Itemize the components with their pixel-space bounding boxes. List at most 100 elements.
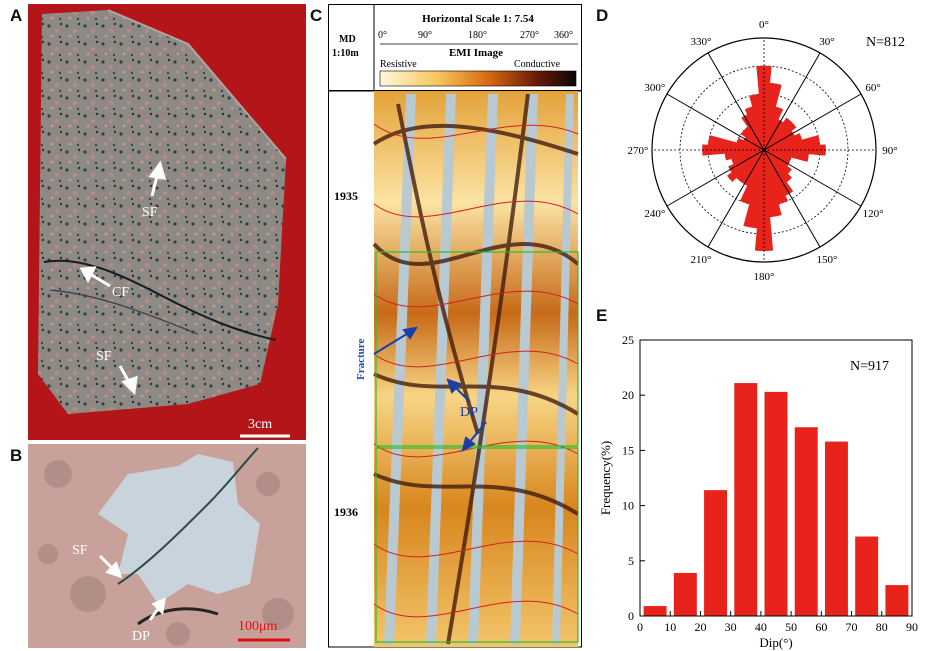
azimuth-tick-180: 180°	[468, 30, 487, 41]
rose-spoke	[666, 149, 765, 207]
histogram-y-tick-label: 0	[628, 609, 634, 623]
rose-labels: 0° 30° 60° 90° 120° 150° 180° 210° 240° 270° 300° 3…	[628, 19, 898, 283]
azimuth-tick-360: 360°	[554, 30, 573, 41]
rose-azimuth-label: 270°	[628, 145, 649, 157]
dp-arrow-upper-head	[446, 378, 462, 394]
resistive-label: Resistive	[380, 59, 417, 70]
rose-azimuth-label: 210°	[691, 254, 712, 266]
histogram-x-tick-label: 90	[906, 620, 918, 634]
thin-label-dp: DP	[132, 629, 150, 644]
panel-letter-c: C	[310, 6, 323, 25]
rose-ring	[651, 37, 877, 263]
rose-azimuth-label: 90°	[882, 145, 897, 157]
histogram-bar	[885, 585, 909, 616]
histogram-x-tick-label: 0	[637, 620, 643, 634]
panel-letter-d: D	[596, 6, 609, 25]
histogram-x-label: Dip(°)	[759, 635, 792, 650]
histogram-x-tick-label: 40	[755, 620, 767, 634]
rose-spoke	[763, 52, 821, 151]
highlight-box-lower	[375, 447, 579, 643]
rose-diagram: 0° 30° 60° 90° 120° 150° 180° 210° 240° 270° 300° 3…	[628, 19, 905, 283]
rose-spoke	[707, 52, 765, 151]
histogram-y-ticks: 0 5 10 15 20 25	[622, 333, 645, 623]
histogram-bar	[794, 427, 818, 616]
histogram-x-tick-label: 50	[785, 620, 797, 634]
histogram-bar	[824, 441, 848, 616]
panel-letter-b: B	[10, 446, 23, 465]
core-scale-label: 3cm	[248, 417, 272, 432]
thin-label-sf: SF	[72, 543, 88, 558]
rose-azimuth-label: 330°	[691, 36, 712, 48]
azimuth-tick-0: 0°	[378, 30, 387, 41]
md-label: MD	[339, 34, 356, 45]
histogram-n-label: N=917	[850, 359, 889, 374]
histogram-x-tick-label: 30	[725, 620, 737, 634]
emi-color-scale	[379, 70, 577, 87]
core-sample	[38, 10, 286, 414]
rose-azimuth-label: 30°	[819, 36, 834, 48]
rose-azimuth-label: 0°	[759, 19, 769, 31]
rose-sector	[763, 106, 784, 151]
core-label-sf-bottom: SF	[96, 349, 112, 364]
histogram-x-tick-label: 20	[694, 620, 706, 634]
rose-sector	[749, 93, 765, 151]
sf-arrow-head	[105, 561, 123, 579]
azimuth-tick-270: 270°	[520, 30, 539, 41]
rose-azimuth-label: 150°	[817, 254, 838, 266]
sf-crack	[117, 447, 259, 585]
azimuth-tick-90: 90°	[418, 30, 432, 41]
cf-arrow	[89, 272, 111, 288]
histogram-bar	[764, 391, 788, 616]
histogram-y-tick-label: 25	[622, 333, 634, 347]
rose-sector	[763, 121, 797, 151]
histogram-y-tick-label: 20	[622, 388, 634, 402]
fracture-arrow	[373, 331, 411, 355]
sf-top-arrow-head	[148, 160, 167, 180]
histogram-x-tick-label: 70	[846, 620, 858, 634]
rose-spoke	[763, 149, 821, 248]
histogram-bar	[673, 572, 697, 616]
dp-arrow-head	[151, 597, 166, 616]
histogram-axes	[639, 339, 913, 617]
panel-letter-e: E	[596, 306, 608, 325]
pad-gaps	[384, 94, 574, 644]
dp-arrow-lower	[467, 421, 487, 445]
panel-letter-a: A	[10, 6, 23, 25]
histogram-bar	[734, 383, 758, 616]
horizontal-scale: Horizontal Scale 1: 7.54	[422, 13, 534, 25]
histogram-bar	[704, 490, 728, 616]
rose-sector	[740, 149, 765, 205]
rose-azimuth-label: 120°	[863, 208, 884, 220]
rose-spoke	[707, 149, 765, 248]
rose-azimuth-label: 60°	[865, 82, 880, 94]
conductive-label: Conductive	[514, 59, 561, 70]
rose-azimuth-label: 180°	[754, 271, 775, 283]
histogram-bars	[643, 383, 909, 616]
emi-log: MD 1:10m Horizontal Scale 1: 7.54 0° 90°…	[328, 4, 582, 648]
rose-sector	[726, 149, 765, 183]
rose-spoke	[763, 149, 862, 207]
depth-1936: 1936	[334, 505, 358, 519]
thin-section-photo: SF DP 100μm	[28, 444, 306, 648]
rose-azimuth-label: 300°	[644, 82, 665, 94]
core-photo: SF CF SF 3cm	[28, 4, 306, 440]
histogram-x-tick-label: 60	[815, 620, 827, 634]
rose-spoke	[666, 93, 765, 151]
histogram-y-tick-label: 5	[628, 554, 634, 568]
histogram-x-ticks: 0 10 20 30 40 50 60 70 80 90	[637, 611, 918, 634]
md-scale: 1:10m	[332, 48, 359, 59]
dip-histogram: 0 10 20 30 40 50 60 70 80 90 0 5 10 15 20 25 Dip(°) Fr…	[598, 333, 918, 650]
fracture-label: Fracture	[355, 339, 367, 380]
crack-line	[43, 259, 277, 341]
red-traces	[373, 123, 579, 618]
thin-scale-label: 100μm	[238, 619, 278, 634]
sf-bottom-arrow-head	[121, 375, 138, 396]
histogram-frame	[639, 339, 913, 617]
highlight-box-upper	[375, 251, 579, 447]
core-label-sf-top: SF	[142, 205, 158, 220]
rose-azimuth-label: 240°	[644, 208, 665, 220]
fracture-arrow-head	[402, 326, 418, 340]
dark-features	[372, 93, 580, 645]
depth-1935: 1935	[334, 189, 358, 203]
histogram-y-tick-label: 10	[622, 499, 634, 513]
